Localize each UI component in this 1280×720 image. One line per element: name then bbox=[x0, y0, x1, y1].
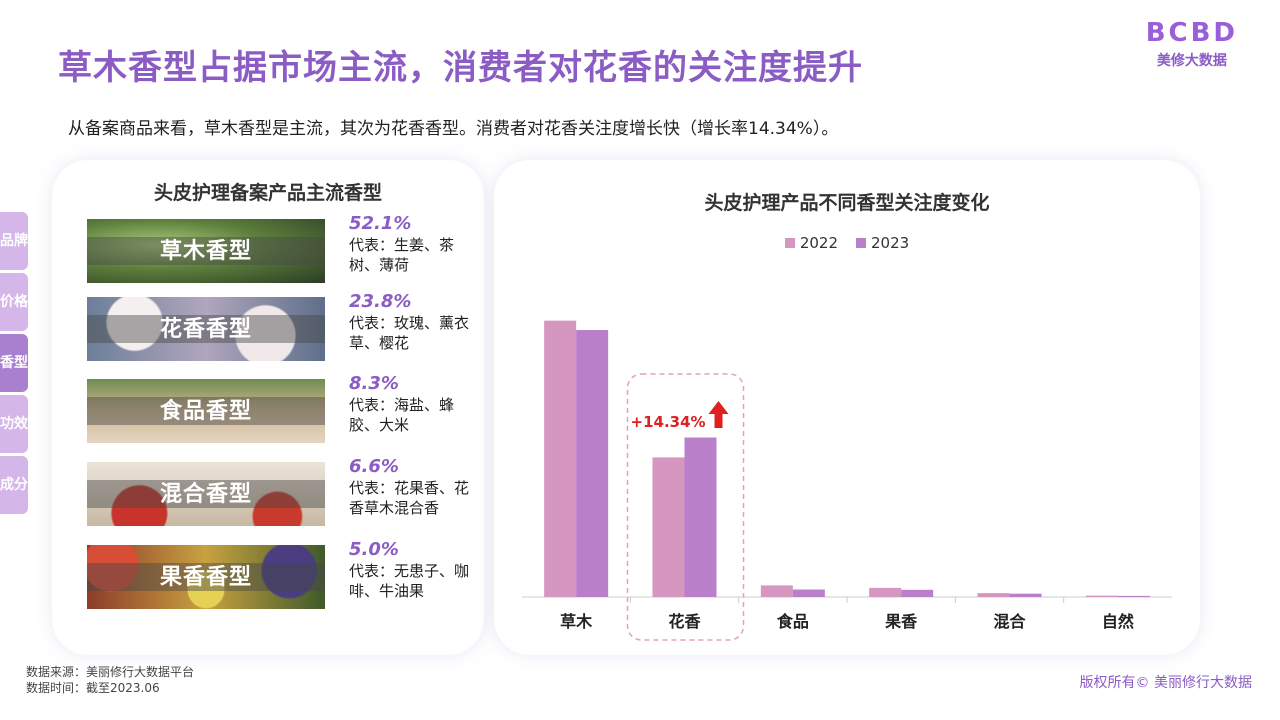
scent-image: 花香香型 bbox=[87, 297, 325, 361]
scent-percent: 52.1% bbox=[349, 213, 412, 234]
data-time-line: 数据时间：截至2023.06 bbox=[26, 681, 160, 695]
scent-row: 花香香型 23.8% 代表：玫瑰、薰衣草、樱花 bbox=[87, 291, 477, 361]
chart-legend: 2022 2023 bbox=[494, 234, 1200, 252]
x-tick-label: 自然 bbox=[1102, 612, 1134, 631]
data-source-line: 数据来源：美丽修行大数据平台 bbox=[26, 665, 195, 679]
side-tab-ingredient[interactable]: 成分 bbox=[0, 456, 28, 514]
scent-label: 混合香型 bbox=[159, 482, 252, 507]
bar-2022-5 bbox=[1085, 595, 1118, 597]
scent-label: 花香香型 bbox=[159, 317, 252, 342]
scent-representatives: 代表：生姜、茶树、薄荷 bbox=[349, 236, 455, 274]
scent-label: 食品香型 bbox=[159, 399, 252, 424]
brand: BCBD 美修大数据 bbox=[1146, 18, 1238, 70]
bar-2022-4 bbox=[977, 593, 1010, 597]
scent-label: 草木香型 bbox=[159, 239, 252, 264]
bar-2023-3 bbox=[901, 589, 934, 597]
side-tab-efficacy[interactable]: 功效 bbox=[0, 395, 28, 453]
scent-representatives: 代表：无患子、咖啡、牛油果 bbox=[349, 562, 470, 600]
scent-representatives: 代表：玫瑰、薰衣草、樱花 bbox=[349, 314, 470, 352]
growth-annotation: +14.34% bbox=[631, 413, 706, 431]
side-tab-price[interactable]: 价格 bbox=[0, 273, 28, 331]
bar-2022-1 bbox=[652, 457, 685, 597]
scent-percent: 8.3% bbox=[349, 373, 399, 394]
page-subtitle: 从备案商品来看，草木香型是主流，其次为花香香型。消费者对花香关注度增长快（增长率… bbox=[68, 119, 839, 139]
scent-row: 混合香型 6.6% 代表：花果香、花香草木混合香 bbox=[87, 456, 477, 526]
scent-row: 草木香型 52.1% 代表：生姜、茶树、薄荷 bbox=[87, 213, 477, 283]
bar-2023-2 bbox=[792, 589, 825, 597]
page-title: 草木香型占据市场主流，消费者对花香的关注度提升 bbox=[58, 48, 863, 88]
bar-2022-0 bbox=[544, 320, 577, 597]
chart-title: 头皮护理产品不同香型关注度变化 bbox=[704, 192, 990, 214]
x-tick-label: 花香 bbox=[668, 612, 701, 631]
scent-label: 果香香型 bbox=[159, 565, 252, 590]
legend-swatch-2023 bbox=[856, 238, 866, 248]
copyright: 版权所有© 美丽修行大数据 bbox=[1079, 675, 1252, 691]
data-source: 数据来源：美丽修行大数据平台 数据时间：截至2023.06 bbox=[26, 664, 194, 696]
scent-image: 草木香型 bbox=[87, 219, 325, 283]
scent-percent: 23.8% bbox=[349, 291, 412, 312]
attention-chart-panel: 头皮护理产品不同香型关注度变化 2022 2023 草木 花香 食品 果香 混合 自然 +1… bbox=[494, 160, 1200, 655]
x-tick-label: 草木 bbox=[560, 612, 593, 631]
x-tick-label: 果香 bbox=[884, 612, 918, 631]
brand-name: 美修大数据 bbox=[1156, 53, 1227, 69]
bar-2023-4 bbox=[1009, 593, 1042, 597]
x-tick-label: 混合 bbox=[993, 612, 1026, 631]
bar-2022-3 bbox=[869, 587, 902, 597]
scent-representatives: 代表：海盐、蜂胶、大米 bbox=[349, 396, 455, 434]
side-tab-scent[interactable]: 香型 bbox=[0, 334, 28, 392]
side-tab-brand[interactable]: 品牌 bbox=[0, 212, 28, 270]
scent-representatives: 代表：花果香、花香草木混合香 bbox=[349, 479, 470, 517]
up-arrow-icon bbox=[708, 401, 729, 428]
brand-logo: BCBD bbox=[1145, 18, 1238, 48]
legend-label-2022: 2022 bbox=[799, 234, 838, 252]
scent-image: 果香香型 bbox=[87, 545, 325, 609]
bar-2023-1 bbox=[684, 437, 717, 597]
bar-2023-0 bbox=[576, 330, 609, 597]
scent-row: 果香香型 5.0% 代表：无患子、咖啡、牛油果 bbox=[87, 539, 477, 609]
bar-chart: 草木 花香 食品 果香 混合 自然 +14.34% bbox=[522, 320, 1172, 641]
highlight-box bbox=[626, 373, 745, 641]
scent-percent: 6.6% bbox=[349, 456, 399, 477]
scent-row: 食品香型 8.3% 代表：海盐、蜂胶、大米 bbox=[87, 373, 477, 443]
x-tick-label: 食品 bbox=[776, 612, 809, 631]
scent-share-panel: 头皮护理备案产品主流香型 草木香型 52.1% 代表：生姜、茶树、薄荷 花香香型… bbox=[52, 160, 484, 655]
bar-2023-5 bbox=[1117, 595, 1150, 597]
scent-percent: 5.0% bbox=[349, 539, 399, 560]
legend-swatch-2022 bbox=[784, 238, 795, 248]
scent-image: 混合香型 bbox=[87, 462, 325, 526]
legend-label-2023: 2023 bbox=[871, 234, 910, 252]
bar-2022-2 bbox=[760, 585, 793, 597]
scent-share-title: 头皮护理备案产品主流香型 bbox=[153, 182, 382, 204]
legend-item-2022: 2022 bbox=[784, 234, 838, 252]
scent-image: 食品香型 bbox=[87, 379, 325, 443]
legend-item-2023: 2023 bbox=[856, 234, 909, 252]
side-nav: 品牌 价格 香型 功效 成分 bbox=[0, 212, 28, 517]
